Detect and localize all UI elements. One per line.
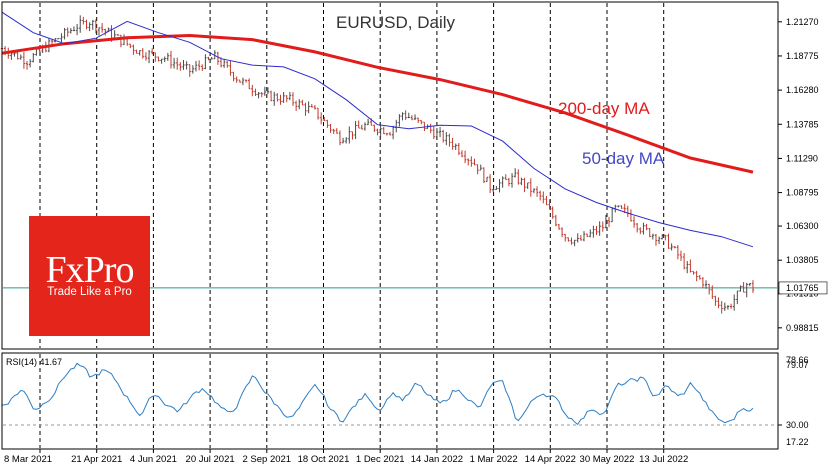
logo-tagline: Trade Like a Pro <box>47 286 132 298</box>
price-tick-label: 1.06300 <box>786 221 819 231</box>
price-tick-label: 1.11290 <box>786 153 818 163</box>
ma200-line <box>1 33 754 174</box>
current-price-box <box>778 281 828 295</box>
x-tick-label: 14 Jan 2022 <box>411 454 463 465</box>
ma50-annotation: 50-day MA <box>582 149 665 168</box>
rsi-panel-frame <box>1 352 779 450</box>
chart-title: EURUSD, Daily <box>336 13 456 32</box>
x-tick-label: 4 Jun 2021 <box>130 454 177 465</box>
x-tick-label: 13 Jul 2022 <box>639 454 688 465</box>
x-tick-label: 30 May 2022 <box>580 454 635 465</box>
logo-name: FxPro <box>45 249 135 291</box>
fxpro-logo: FxPro Trade Like a Pro <box>29 216 150 336</box>
price-tick-label: 1.21270 <box>786 17 819 27</box>
x-tick-label: 1 Dec 2021 <box>356 454 405 465</box>
x-tick-label: 18 Oct 2021 <box>298 454 350 465</box>
rsi-tick-label: 17.22 <box>786 437 809 447</box>
current-price-label: 1.01765 <box>786 283 819 293</box>
price-tick-label: 1.13785 <box>786 119 819 129</box>
price-tick-label: 0.98815 <box>786 323 819 333</box>
price-panel-frame <box>1 1 779 350</box>
price-tick-label: 1.18775 <box>786 51 819 61</box>
x-tick-label: 8 Mar 2021 <box>4 454 52 465</box>
rsi-tick-label: 30.00 <box>786 420 809 430</box>
price-tick-label: 1.08795 <box>786 188 819 198</box>
rsi-tick-label: 78.66 <box>786 355 809 365</box>
ma50-line <box>1 11 754 248</box>
rsi-tick-label: 79.07 <box>786 360 809 370</box>
ma200-annotation: 200-day MA <box>558 99 650 118</box>
x-tick-label: 2 Sep 2021 <box>242 454 291 465</box>
x-tick-label: 21 Apr 2021 <box>71 454 122 465</box>
rsi-label: RSI(14) 41.67 <box>6 357 62 367</box>
price-tick-label: 1.03805 <box>786 255 819 265</box>
x-tick-label: 14 Apr 2022 <box>525 454 576 465</box>
x-tick-label: 1 Mar 2022 <box>470 454 518 465</box>
rsi-line <box>1 362 754 426</box>
price-tick-label: 1.16280 <box>786 85 819 95</box>
x-tick-label: 20 Jul 2021 <box>186 454 235 465</box>
